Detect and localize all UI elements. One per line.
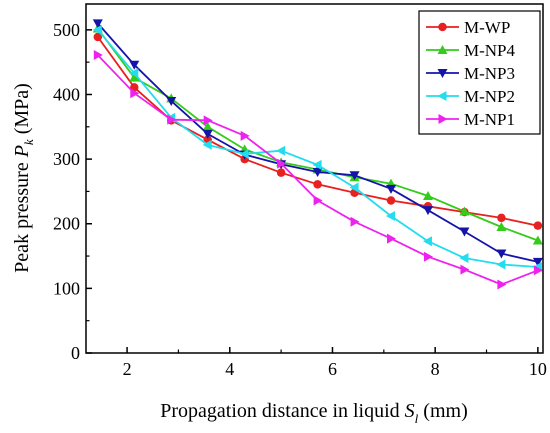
data-point-m-np4: [129, 72, 140, 82]
data-point-m-np1: [350, 216, 360, 227]
data-point-m-np4: [496, 221, 507, 231]
y-tick-label: 100: [53, 278, 80, 298]
data-point-m-np2: [276, 145, 286, 156]
data-point-m-np1: [240, 130, 250, 141]
legend: M-WP M-NP4 M-NP3 M-NP2 M-NP1: [418, 10, 541, 135]
data-point-m-np2: [386, 210, 396, 221]
data-point-m-np3: [459, 227, 470, 237]
legend-label-m-np2: M-NP2: [464, 87, 515, 106]
data-point-m-np4: [459, 206, 470, 216]
data-point-m-np2: [312, 159, 322, 170]
legend-label-m-np1: M-NP1: [464, 110, 515, 129]
data-point-m-wp: [497, 213, 506, 223]
x-tick-label: 10: [529, 359, 547, 379]
data-point-m-np1: [93, 50, 103, 61]
x-tick-label: 4: [225, 359, 234, 379]
series-layer: [92, 19, 543, 290]
data-point-m-wp: [386, 196, 396, 205]
data-point-m-np2: [92, 24, 102, 35]
legend-label-m-np3: M-NP3: [464, 64, 515, 83]
data-point-m-wp: [533, 221, 543, 230]
legend-marker-m-np3: [437, 69, 448, 78]
data-point-m-wp: [313, 180, 322, 189]
data-point-m-np3: [312, 168, 323, 178]
data-point-m-np3: [92, 19, 103, 29]
data-point-m-np3: [422, 206, 433, 216]
data-point-m-np1: [203, 115, 213, 126]
legend-marker-m-np1: [438, 114, 448, 124]
data-point-m-np2: [202, 139, 212, 150]
data-point-m-np4: [202, 121, 213, 131]
data-point-m-np1: [387, 233, 397, 244]
y-tick-label: 200: [53, 214, 80, 234]
data-point-m-np3: [532, 257, 543, 267]
data-point-m-wp: [276, 168, 286, 177]
data-point-m-np3: [386, 184, 397, 194]
data-point-m-np2: [129, 68, 139, 79]
plot-frame: [85, 3, 544, 354]
data-point-m-np1: [460, 264, 470, 275]
data-point-m-np2: [239, 148, 249, 159]
y-tick-label: 300: [53, 149, 80, 169]
data-point-m-np1: [130, 88, 140, 99]
data-point-m-np2: [459, 252, 469, 263]
data-point-m-np2: [496, 259, 506, 270]
data-point-m-np3: [202, 129, 213, 139]
y-axis-title: Peak pressure Pk (MPa): [11, 83, 36, 273]
data-point-m-wp: [93, 32, 103, 42]
data-point-m-np1: [497, 279, 507, 290]
data-point-m-np1: [533, 265, 543, 276]
data-point-m-np1: [277, 158, 287, 169]
legend-label-m-wp: M-WP: [464, 18, 510, 37]
x-axis-title: Propagation distance in liquid Sl (mm): [160, 400, 467, 426]
data-point-m-np4: [532, 235, 543, 245]
x-tick-label: 8: [431, 359, 440, 379]
x-tick-label: 2: [123, 359, 132, 379]
data-point-m-np1: [423, 251, 433, 262]
y-tick-label: 0: [71, 343, 80, 363]
data-point-m-np1: [167, 114, 177, 125]
legend-marker-m-np2: [437, 91, 447, 101]
data-point-m-np3: [166, 96, 177, 106]
data-point-m-np4: [422, 190, 433, 200]
data-point-m-np3: [349, 171, 360, 181]
legend-marker-m-np4: [437, 45, 448, 54]
y-tick-label: 400: [53, 84, 80, 104]
y-tick-label: 500: [53, 20, 80, 40]
x-tick-label: 6: [328, 359, 337, 379]
legend-marker-m-wp: [438, 22, 447, 32]
data-point-m-np2: [349, 182, 359, 193]
data-point-m-np1: [313, 195, 323, 206]
data-point-m-np2: [422, 236, 432, 247]
legend-label-m-np4: M-NP4: [464, 41, 516, 60]
data-point-m-np3: [129, 60, 140, 70]
data-point-m-np3: [496, 249, 507, 259]
